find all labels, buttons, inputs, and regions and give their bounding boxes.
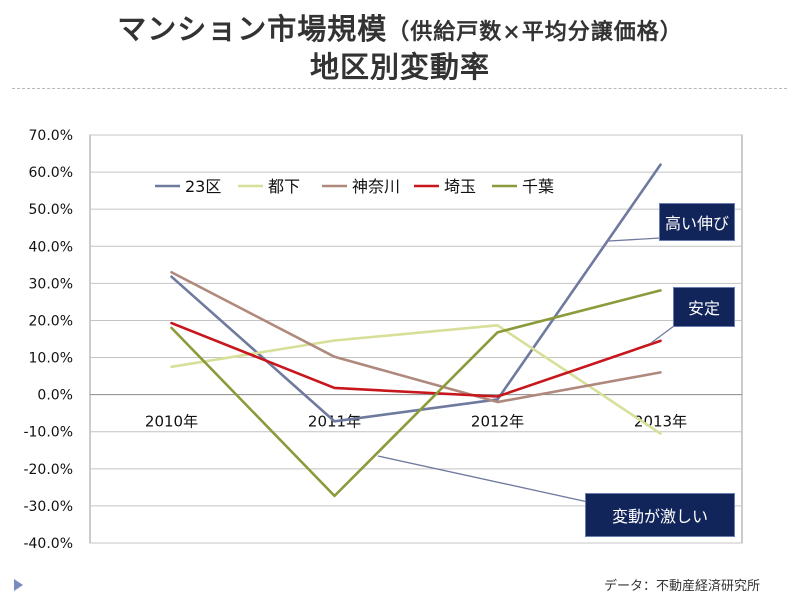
y-tick-label: 0.0% [37, 388, 73, 404]
title-divider [12, 88, 787, 89]
legend-label: 神奈川 [352, 177, 400, 196]
y-tick-label: -20.0% [23, 462, 73, 478]
slide-arrow-icon [14, 579, 23, 591]
annotation-stable: 安定 [673, 287, 735, 327]
annotation-volatile: 変動が激しい [585, 493, 735, 537]
series-line-3 [170, 270, 662, 404]
title-sub: （供給戸数×平均分譲価格） [387, 19, 683, 45]
y-tick-label: 60.0% [29, 165, 73, 181]
legend-label: 埼玉 [444, 177, 476, 196]
y-tick-label: -30.0% [23, 499, 73, 515]
legend-label: 都下 [268, 177, 300, 196]
x-tick-label: 2012年 [471, 413, 524, 431]
y-tick-label: 40.0% [29, 239, 73, 255]
series-line-5 [170, 289, 662, 498]
chart-title-line2: 地区別変動率 [309, 50, 490, 84]
y-tick-label: 70.0% [29, 128, 73, 144]
y-tick-label: -40.0% [23, 536, 73, 552]
series-line-4 [170, 321, 662, 398]
y-tick-label: 30.0% [29, 276, 73, 292]
annotation-leader-volatile [377, 455, 589, 503]
legend-label: 23区 [185, 177, 221, 196]
chart-title-line1: マンション市場規模（供給戸数×平均分譲価格） [0, 6, 800, 48]
x-tick-label: 2010年 [145, 413, 198, 431]
y-tick-label: 50.0% [29, 202, 73, 218]
plot-frame [89, 134, 743, 544]
legend-label: 千葉 [522, 177, 554, 196]
series-line-2 [170, 323, 662, 435]
data-source: データ：不動産経済研究所 [603, 579, 760, 594]
y-tick-label: 20.0% [29, 313, 73, 329]
annotation-leader-high-growth [608, 237, 661, 242]
series-line-1 [170, 163, 662, 423]
y-tick-label: -10.0% [23, 425, 73, 441]
title-main: マンション市場規模 [117, 12, 388, 46]
y-tick-label: 10.0% [29, 351, 73, 367]
annotation-high-growth: 高い伸び [659, 203, 735, 241]
